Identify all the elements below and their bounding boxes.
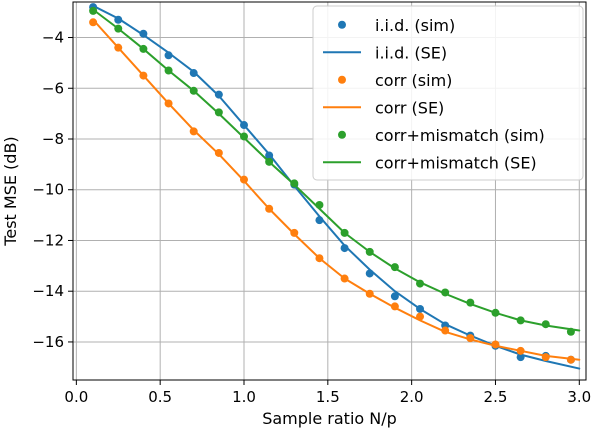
y-tick-label: −10	[32, 181, 64, 199]
y-tick-label: −12	[32, 231, 64, 249]
y-tick-label: −16	[32, 333, 64, 351]
series-corr-mismatch-se	[92, 8, 581, 332]
legend-marker-swatch	[338, 130, 346, 139]
x-axis-label: Sample ratio N/p	[262, 409, 397, 428]
series-corr-se	[92, 18, 581, 361]
legend-item: corr (sim)	[338, 71, 452, 90]
legend-label: i.i.d. (sim)	[375, 16, 455, 35]
data-point	[89, 18, 98, 27]
x-tick-label: 1.5	[316, 388, 340, 406]
y-tick-label: −6	[42, 79, 64, 97]
legend-label: corr (sim)	[375, 71, 452, 90]
series-line-corr-mismatch-se	[92, 8, 581, 332]
y-tick-label: −8	[42, 130, 64, 148]
data-point	[89, 6, 98, 15]
legend-item: i.i.d. (sim)	[338, 16, 455, 35]
legend-marker-swatch	[338, 20, 346, 29]
legend-box	[312, 5, 584, 181]
data-point	[390, 292, 399, 301]
y-tick-label: −4	[42, 29, 64, 47]
plot-frame	[72, 1, 587, 381]
legend-label: corr+mismatch (sim)	[375, 126, 545, 145]
x-tick-label: 1.0	[232, 388, 256, 406]
legend-item: corr (SE)	[323, 98, 444, 117]
legend-item: corr+mismatch (SE)	[323, 153, 537, 172]
legend-item: i.i.d. (SE)	[323, 43, 447, 62]
y-axis-label: Test MSE (dB)	[1, 136, 20, 246]
legend-marker-swatch	[338, 75, 346, 84]
x-tick-label: 0.0	[64, 388, 88, 406]
legend-label: corr+mismatch (SE)	[375, 153, 537, 172]
plot-series	[89, 3, 581, 370]
axis-ticks: 0.0 0.5 1.0 1.5 2.0 2.5 3.0 −4 −6 −8 −10 −12 −14 −16	[32, 29, 591, 406]
series-line-corr-se	[92, 18, 581, 361]
y-tick-label: −14	[32, 282, 64, 300]
x-tick-label: 2.5	[484, 388, 508, 406]
x-tick-label: 3.0	[567, 388, 591, 406]
legend-item: corr+mismatch (sim)	[338, 126, 545, 145]
legend-label: i.i.d. (SE)	[375, 43, 447, 62]
legend: i.i.d. (sim) i.i.d. (SE) corr (sim) corr (S…	[312, 5, 584, 181]
x-tick-label: 2.0	[400, 388, 424, 406]
x-tick-label: 0.5	[148, 388, 172, 406]
legend-label: corr (SE)	[375, 98, 444, 117]
